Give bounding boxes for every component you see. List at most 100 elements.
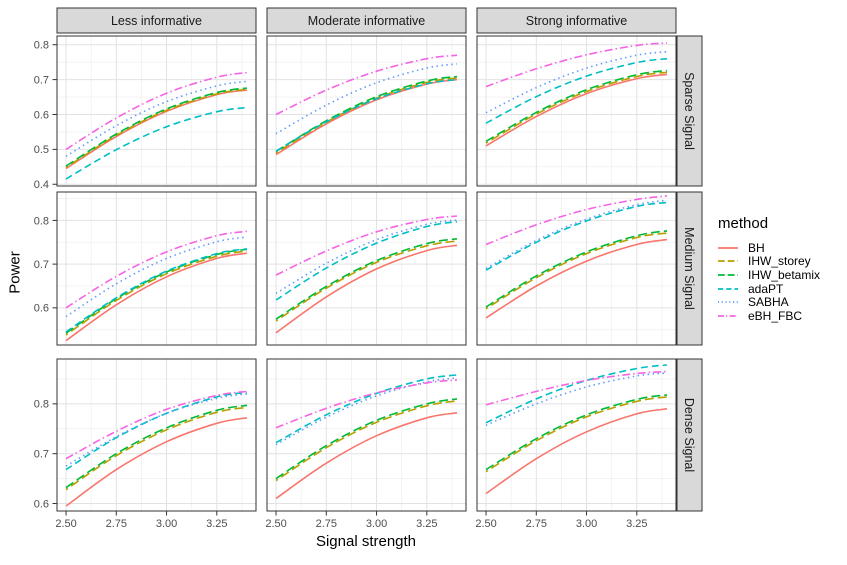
panel-1-2 xyxy=(476,191,677,346)
panel-0-0 xyxy=(56,35,257,187)
x-axis-col-2: 2.50 2.75 3.00 3.25 xyxy=(475,511,648,530)
y-tick-label: 0.6 xyxy=(34,498,49,510)
line-eBH_FBC xyxy=(485,370,668,406)
y-tick-label: 0.7 xyxy=(34,259,49,271)
line-BH xyxy=(65,417,248,507)
x-axis-col-0: 2.50 2.75 3.00 3.25 xyxy=(55,511,228,530)
line-IHW_betamix xyxy=(485,69,668,142)
legend-items: BH IHW_storey IHW_betamix adaPT SABHA eBH_FBC xyxy=(716,241,846,323)
x-tick-label: 2.75 xyxy=(106,518,127,530)
panel-2-2 xyxy=(476,358,677,512)
legend-entry-label: BH xyxy=(748,240,765,255)
line-eBH_FBC xyxy=(65,230,248,309)
legend-entry-label: adaPT xyxy=(748,281,784,296)
y-tick-label: 0.6 xyxy=(34,303,49,315)
x-tick-label: 2.50 xyxy=(55,518,76,530)
x-tick-label: 3.00 xyxy=(366,518,387,530)
legend-key-line-IHW_storey xyxy=(718,260,738,263)
legend-entry-label: IHW_storey xyxy=(748,254,811,269)
line-adaPT xyxy=(65,248,248,333)
line-BH xyxy=(275,244,458,334)
line-BH xyxy=(485,408,668,495)
line-IHW_betamix xyxy=(485,230,668,308)
y-tick-label: 0.8 xyxy=(34,399,49,411)
legend-key-line-adaPT xyxy=(718,287,738,290)
row-strip-label: Dense Signal xyxy=(682,398,696,472)
panel-0-2 xyxy=(476,35,677,187)
line-eBH_FBC xyxy=(485,42,668,88)
y-axis-title: Power xyxy=(6,251,24,294)
legend-key-line-eBH_FBC xyxy=(718,314,738,317)
legend-key-line-IHW_betamix xyxy=(718,274,738,276)
col-strip-1: Moderate informative xyxy=(266,7,467,34)
x-tick-label: 2.50 xyxy=(475,518,496,530)
line-eBH_FBC xyxy=(65,71,248,151)
legend-entry-SABHA: SABHA xyxy=(716,295,846,309)
x-tick-label: 2.75 xyxy=(316,518,337,530)
y-axis-row-1: 0.6 0.7 0.8 xyxy=(34,215,57,315)
x-tick-label: 2.50 xyxy=(265,518,286,530)
line-SABHA xyxy=(65,80,248,157)
x-tick-label: 3.25 xyxy=(626,518,647,530)
legend-entry-label: eBH_FBC xyxy=(748,308,803,323)
line-IHW_storey xyxy=(485,71,668,144)
line-IHW_storey xyxy=(485,396,668,473)
legend: method BH IHW_storey IHW_betamix adaPT SABHA… xyxy=(716,215,846,323)
line-eBH_FBC xyxy=(65,390,248,460)
line-IHW_storey xyxy=(275,400,458,482)
line-IHW_betamix xyxy=(275,238,458,320)
line-eBH_FBC xyxy=(275,215,458,276)
y-tick-label: 0.8 xyxy=(34,215,49,227)
line-IHW_storey xyxy=(275,240,458,322)
line-adaPT xyxy=(485,364,668,424)
col-strip-0: Less informative xyxy=(56,7,257,34)
panel-0-1 xyxy=(266,35,467,187)
line-adaPT xyxy=(485,57,668,124)
line-SABHA xyxy=(275,63,458,135)
x-tick-label: 3.25 xyxy=(416,518,437,530)
row-strip-label: Sparse Signal xyxy=(682,72,696,150)
row-strip-label: Medium Signal xyxy=(682,227,696,310)
line-BH xyxy=(485,73,668,147)
legend-key-line-SABHA xyxy=(718,301,738,304)
y-axis-row-2: 0.6 0.7 0.8 xyxy=(34,399,57,510)
legend-key-line-BH xyxy=(718,246,738,249)
x-tick-label: 3.25 xyxy=(206,518,227,530)
line-adaPT xyxy=(65,391,248,471)
y-tick-label: 0.7 xyxy=(34,74,49,86)
row-strip-2: Dense Signal xyxy=(676,358,703,512)
line-IHW_betamix xyxy=(275,398,458,480)
y-axis-row-0: 0.4 0.5 0.6 0.7 0.8 xyxy=(34,40,57,191)
line-SABHA xyxy=(485,50,668,114)
legend-entry-label: IHW_betamix xyxy=(748,267,821,282)
legend-entry-IHW_betamix: IHW_betamix xyxy=(716,268,846,282)
legend-title: method xyxy=(718,215,769,232)
line-SABHA xyxy=(485,199,668,270)
legend-entry-eBH_FBC: eBH_FBC xyxy=(716,309,846,323)
line-BH xyxy=(65,252,248,342)
line-eBH_FBC xyxy=(275,379,458,429)
line-IHW_storey xyxy=(65,250,248,336)
line-adaPT xyxy=(275,78,458,152)
col-strip-2: Strong informative xyxy=(476,7,677,34)
x-tick-label: 3.00 xyxy=(576,518,597,530)
legend-entry-adaPT: adaPT xyxy=(716,282,846,296)
line-IHW_betamix xyxy=(485,394,668,471)
row-strip-1: Medium Signal xyxy=(676,191,703,346)
col-strip-label: Moderate informative xyxy=(308,14,425,28)
line-adaPT xyxy=(65,106,248,180)
y-tick-label: 0.5 xyxy=(34,144,49,156)
line-IHW_storey xyxy=(485,232,668,310)
line-BH xyxy=(275,412,458,500)
x-axis-col-1: 2.50 2.75 3.00 3.25 xyxy=(265,511,438,530)
col-strip-label: Less informative xyxy=(111,14,202,28)
legend-entry-BH: BH xyxy=(716,241,846,255)
panel-1-0 xyxy=(56,191,257,346)
x-tick-label: 2.75 xyxy=(526,518,547,530)
legend-entry-IHW_storey: IHW_storey xyxy=(716,254,846,269)
line-eBH_FBC xyxy=(275,54,458,116)
line-SABHA xyxy=(275,377,458,446)
legend-entry-label: SABHA xyxy=(748,295,789,310)
y-tick-label: 0.8 xyxy=(34,40,49,52)
